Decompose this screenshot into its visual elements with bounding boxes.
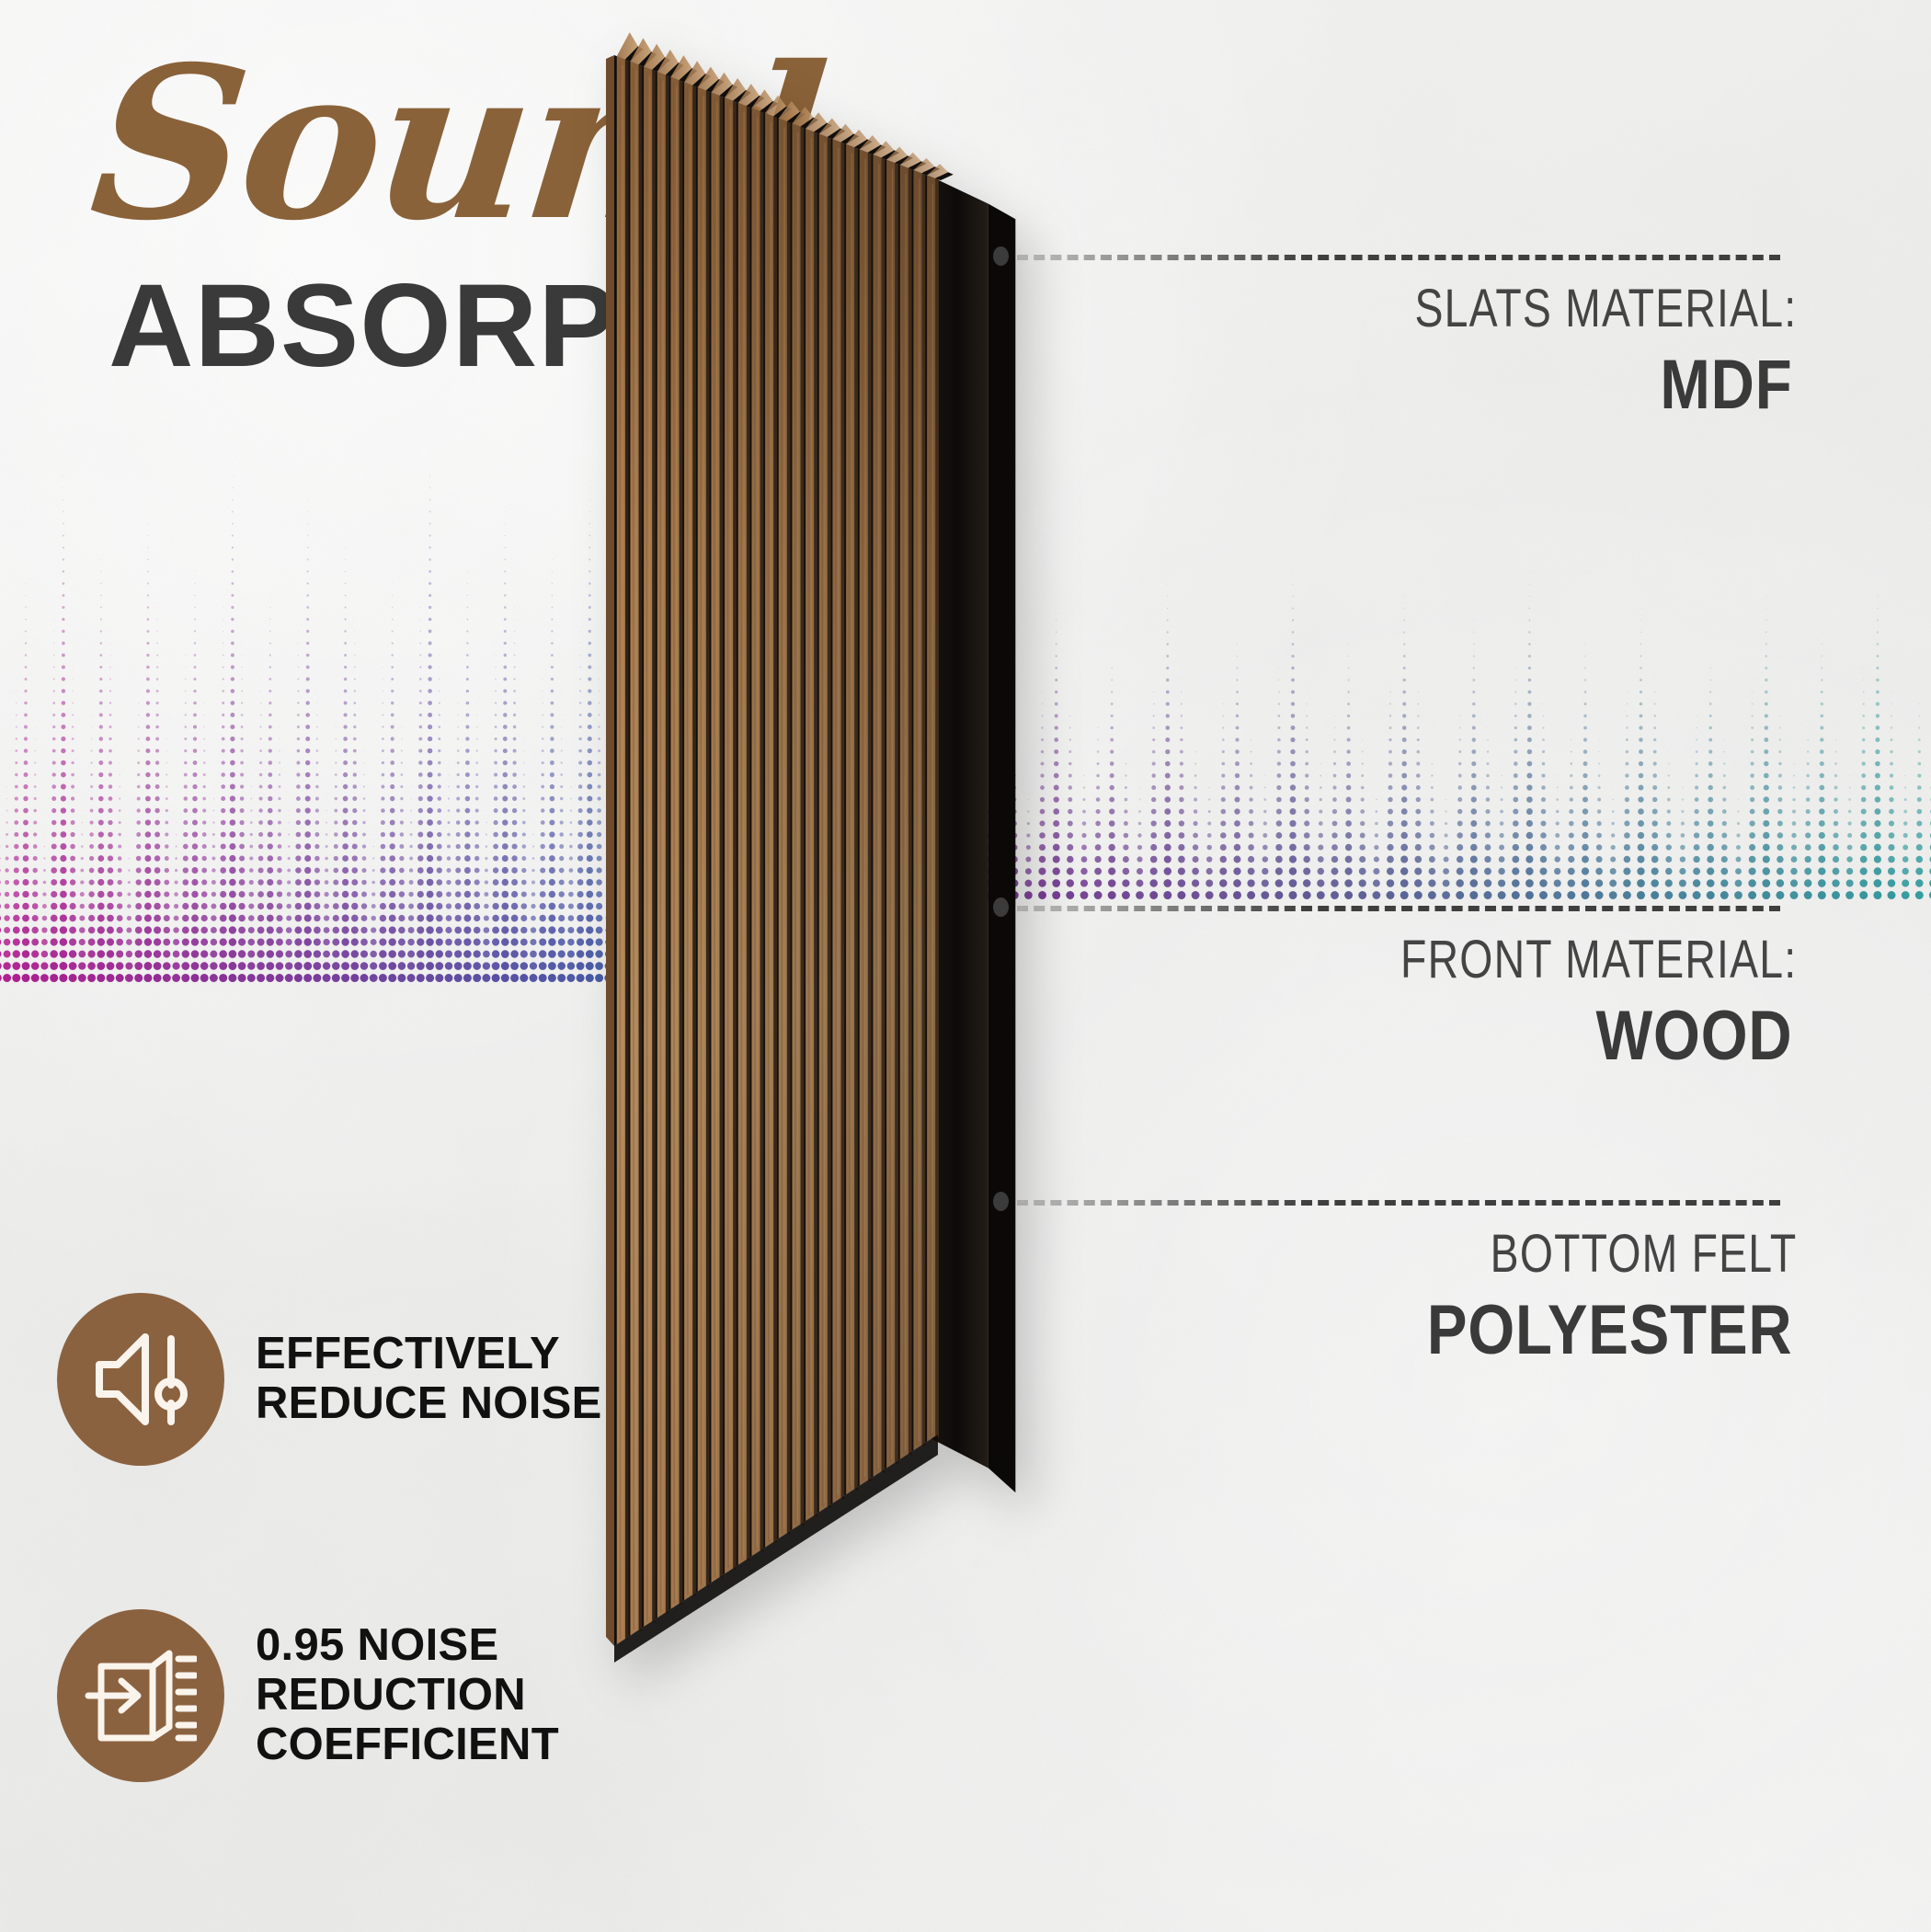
absorption-panel-icon (85, 1650, 197, 1742)
feature-reduce-noise: EFFECTIVELY REDUCE NOISE (57, 1293, 602, 1466)
product-image-acoustic-panel (606, 32, 1016, 1663)
callout-slats-material: SLATS MATERIAL: MDF (993, 241, 1857, 425)
callout-label: FRONT MATERIAL: (1400, 930, 1798, 989)
feature-text: EFFECTIVELY REDUCE NOISE (256, 1329, 602, 1428)
waveform-right (941, 571, 1931, 900)
callout-value: MDF (1660, 346, 1793, 424)
leader-line (993, 892, 1857, 917)
callout-label: SLATS MATERIAL: (1414, 279, 1798, 338)
leader-dot-icon (993, 246, 1009, 266)
leader-dot-icon (993, 897, 1009, 917)
speaker-volume-icon (96, 1333, 188, 1425)
leader-dot-icon (993, 1192, 1009, 1211)
leader-dash-icon (1017, 255, 1780, 260)
callout-bottom-felt: BOTTOM FELT POLYESTER (993, 1186, 1857, 1370)
callout-label: BOTTOM FELT (1490, 1224, 1798, 1284)
leader-line (993, 1186, 1857, 1211)
leader-dash-icon (1017, 1200, 1780, 1206)
feature-nrc: 0.95 NOISE REDUCTION COEFFICIENT (57, 1609, 559, 1782)
feature-badge (57, 1293, 224, 1466)
callout-front-material: FRONT MATERIAL: WOOD (993, 892, 1857, 1076)
feature-badge (57, 1609, 224, 1782)
callout-value: POLYESTER (1426, 1291, 1793, 1369)
leader-dash-icon (1017, 906, 1780, 911)
leader-line (993, 241, 1857, 266)
feature-text: 0.95 NOISE REDUCTION COEFFICIENT (256, 1620, 559, 1769)
callout-value: WOOD (1595, 997, 1793, 1075)
